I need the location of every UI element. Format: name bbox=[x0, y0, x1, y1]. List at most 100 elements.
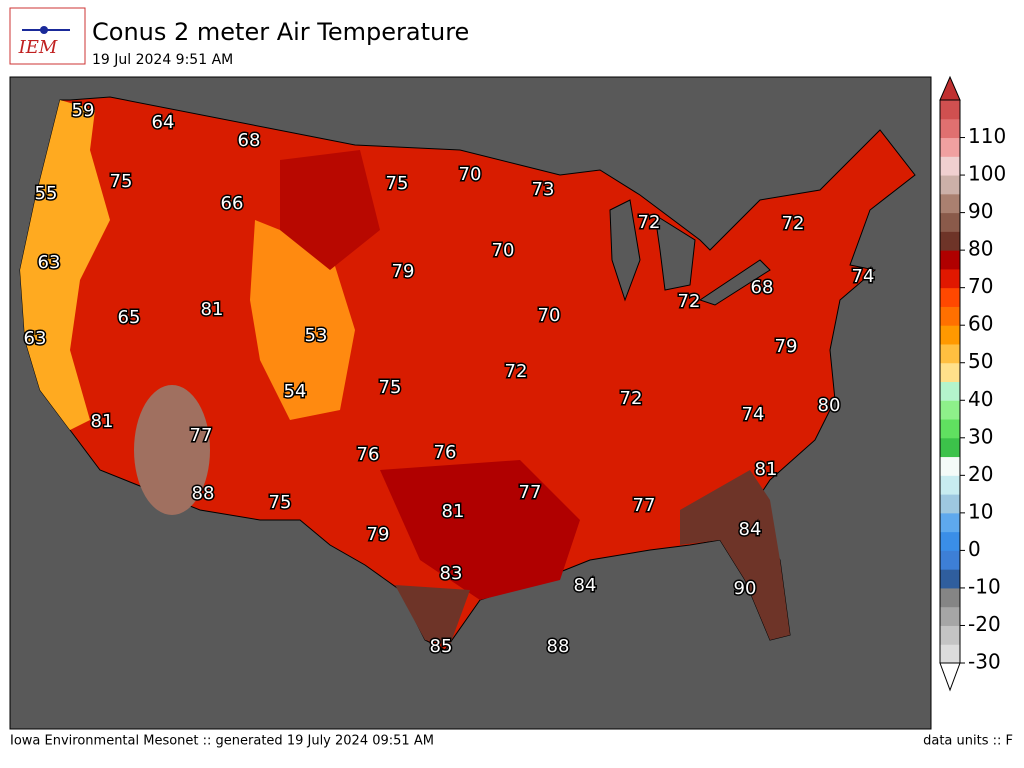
colorbar-band bbox=[940, 137, 960, 157]
station-label: 70 bbox=[492, 240, 515, 261]
station-label: 72 bbox=[620, 388, 643, 409]
station-label: 72 bbox=[638, 212, 661, 233]
colorbar-tick-label: -10 bbox=[968, 574, 1001, 598]
logo-dot bbox=[40, 26, 48, 34]
station-label: 79 bbox=[392, 261, 415, 282]
colorbar-band bbox=[940, 625, 960, 645]
colorbar-band bbox=[940, 456, 960, 476]
station-label: 54 bbox=[284, 381, 307, 402]
great-lakes bbox=[609, 199, 771, 306]
colorbar-tick-label: 80 bbox=[968, 237, 993, 261]
station-label: 81 bbox=[201, 299, 224, 320]
colorbar-band bbox=[940, 569, 960, 589]
footer-left: Iowa Environmental Mesonet :: generated … bbox=[10, 734, 434, 749]
colorbar-band bbox=[940, 100, 960, 120]
colorbar-tick-label: 50 bbox=[968, 349, 993, 373]
station-label: 64 bbox=[152, 112, 175, 133]
colorbar: -30 -20 -10 0 10 20 30 40 50 60 70 80 90 100 110 bbox=[939, 75, 1006, 692]
footer-right: data units :: F bbox=[923, 734, 1013, 749]
station-label: 53 bbox=[305, 325, 328, 346]
station-label: 77 bbox=[519, 482, 542, 503]
colorbar-tick-label: 90 bbox=[968, 199, 993, 223]
arizona-hot bbox=[134, 385, 210, 515]
station-label: 84 bbox=[574, 575, 597, 596]
colorbar-tick-label: 40 bbox=[968, 387, 993, 411]
station-label: 79 bbox=[367, 524, 390, 545]
logo-frame bbox=[9, 7, 86, 65]
station-label: 75 bbox=[110, 171, 133, 192]
colorbar-band bbox=[940, 400, 960, 420]
colorbar-band bbox=[940, 531, 960, 551]
colorbar-band bbox=[940, 231, 960, 251]
colorbar-under bbox=[939, 662, 961, 692]
colorbar-tick-label: 0 bbox=[968, 537, 981, 561]
colorbar-band bbox=[940, 156, 960, 176]
colorbar-tick-label: 70 bbox=[968, 274, 993, 298]
title: Conus 2 meter Air Temperature bbox=[92, 18, 469, 46]
colorbar-tick-label: 20 bbox=[968, 462, 993, 486]
station-label: 68 bbox=[238, 130, 261, 151]
colorbar-tick-label: 110 bbox=[968, 124, 1006, 148]
colorbar-band bbox=[940, 644, 960, 664]
station-label: 72 bbox=[678, 291, 701, 312]
texas-hot bbox=[380, 460, 580, 600]
colorbar-band bbox=[940, 193, 960, 214]
colorbar-band bbox=[940, 325, 960, 345]
station-labels: 59 64 68 75 55 66 75 70 73 72 72 63 79 70 74 68 72 81 65 53… bbox=[22, 99, 876, 659]
station-label: 88 bbox=[192, 483, 215, 504]
north-central bbox=[280, 150, 380, 270]
station-label: 76 bbox=[357, 444, 380, 465]
colorbar-tick-label: -20 bbox=[968, 612, 1001, 636]
colorbar-band bbox=[940, 419, 960, 439]
colorbar-band bbox=[940, 512, 960, 533]
colorbar-band bbox=[940, 606, 960, 626]
station-label: 80 bbox=[818, 395, 841, 416]
station-label: 81 bbox=[755, 459, 778, 480]
colorbar-tick-label: -30 bbox=[968, 650, 1001, 674]
station-label: 77 bbox=[633, 495, 656, 516]
station-label: 63 bbox=[38, 252, 61, 273]
station-label: 72 bbox=[505, 361, 528, 382]
florida-hot bbox=[680, 470, 790, 640]
colorbar-tick-label: 10 bbox=[968, 499, 993, 523]
colorbar-band bbox=[940, 587, 960, 608]
logo: IEM bbox=[9, 7, 86, 65]
colorbar-tick-label: 100 bbox=[968, 162, 1006, 186]
station-label: 70 bbox=[538, 305, 561, 326]
colorbar-band bbox=[940, 494, 960, 514]
station-label: 85 bbox=[430, 636, 453, 657]
station-label: 90 bbox=[734, 578, 757, 599]
station-label: 68 bbox=[751, 277, 774, 298]
colorbar-band bbox=[940, 362, 960, 382]
colorbar-frame bbox=[939, 99, 961, 664]
colorbar-band bbox=[940, 306, 960, 326]
station-label: 81 bbox=[442, 501, 465, 522]
colorbar-band bbox=[940, 250, 960, 270]
station-label: 84 bbox=[739, 519, 762, 540]
station-label: 88 bbox=[547, 636, 570, 657]
station-label: 65 bbox=[118, 307, 141, 328]
colorbar-band bbox=[940, 475, 960, 495]
station-label: 81 bbox=[91, 411, 114, 432]
station-label: 75 bbox=[386, 173, 409, 194]
logo-text: IEM bbox=[18, 37, 58, 58]
south-texas-hot bbox=[395, 585, 470, 645]
colorbar-band bbox=[940, 175, 960, 195]
map: 59 64 68 75 55 66 75 70 73 72 72 63 79 70 74 68 72 81 65 53… bbox=[9, 76, 932, 730]
colorbar-band bbox=[940, 212, 960, 232]
colorbar-band bbox=[940, 268, 960, 289]
station-label: 72 bbox=[782, 213, 805, 234]
station-label: 75 bbox=[269, 492, 292, 513]
station-label: 55 bbox=[35, 183, 58, 204]
station-label: 66 bbox=[221, 193, 244, 214]
colorbar-over bbox=[939, 75, 961, 101]
station-label: 59 bbox=[72, 100, 95, 121]
colorbar-tick-label: 60 bbox=[968, 312, 993, 336]
west-coast-warm bbox=[20, 100, 110, 430]
station-label: 74 bbox=[852, 266, 875, 287]
station-label: 76 bbox=[434, 442, 457, 463]
colorado-warm bbox=[250, 220, 355, 420]
colorbar-band bbox=[940, 343, 960, 364]
station-label: 75 bbox=[379, 377, 402, 398]
